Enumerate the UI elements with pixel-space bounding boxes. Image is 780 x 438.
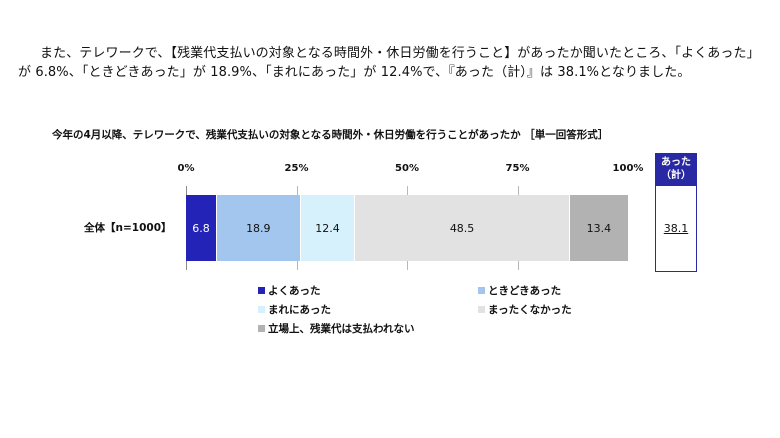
x-tick-label: 25% [284, 163, 309, 174]
plot-frame [186, 186, 629, 270]
x-tick-label: 0% [177, 163, 195, 174]
legend-item: 立場上、残業代は支払われない [258, 321, 414, 336]
legend-item: よくあった [258, 283, 321, 298]
total-header-line2: （計） [661, 170, 691, 181]
chart-title: 今年の4月以降、テレワークで、残業代支払いの対象となる時間外・休日労働を行うこと… [52, 129, 609, 141]
legend-swatch [258, 287, 265, 294]
legend-swatch [478, 287, 485, 294]
total-box: 38.1 [655, 185, 697, 272]
row-label-overall: 全体【n=1000】 [84, 222, 172, 234]
legend-label: よくあった [268, 285, 321, 297]
legend-item: まったくなかった [478, 302, 572, 317]
x-tick-label: 100% [612, 163, 644, 174]
x-tick-label: 50% [395, 163, 419, 174]
total-value: 38.1 [663, 222, 689, 235]
legend-label: まったくなかった [488, 304, 572, 316]
legend-swatch [258, 306, 265, 313]
legend-label: ときどきあった [488, 285, 562, 297]
intro-paragraph: また、テレワークで、【残業代支払いの対象となる時間外・休日労働を行うこと】があっ… [18, 46, 760, 80]
total-header-line1: あった [661, 157, 691, 168]
legend-label: まれにあった [268, 304, 331, 316]
legend-label: 立場上、残業代は支払われない [268, 323, 415, 335]
total-header: あった （計） [655, 153, 697, 185]
legend-item: まれにあった [258, 302, 331, 317]
legend-swatch [478, 306, 485, 313]
x-tick-label: 75% [505, 163, 530, 174]
legend-swatch [258, 325, 265, 332]
legend-item: ときどきあった [478, 283, 561, 298]
